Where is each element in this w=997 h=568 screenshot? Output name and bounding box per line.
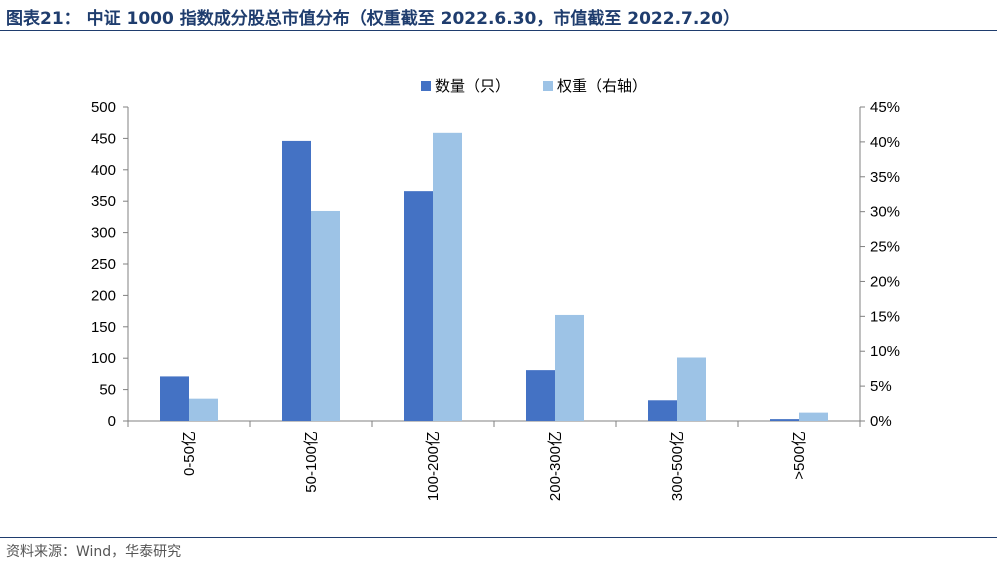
right-tick-label: 20% — [870, 273, 900, 290]
chart-title: 图表21： 中证 1000 指数成分股总市值分布（权重截至 2022.6.30，… — [6, 9, 740, 29]
bar-weight — [433, 132, 462, 421]
footer-divider — [0, 537, 997, 538]
bar-weight — [189, 398, 218, 421]
right-tick-label: 15% — [870, 308, 900, 325]
x-tick-label: 300-500亿 — [669, 431, 686, 501]
left-tick-label: 150 — [91, 319, 116, 336]
bar-weight — [677, 357, 706, 421]
bar-count — [282, 140, 311, 422]
left-tick-label: 250 — [91, 256, 116, 273]
bar-count — [648, 400, 677, 421]
bar-weight — [799, 412, 828, 421]
source-note: 资料来源：Wind，华泰研究 — [6, 544, 182, 560]
bar-count — [160, 376, 189, 421]
x-tick-label: 50-100亿 — [303, 431, 320, 493]
left-tick-label: 350 — [91, 193, 116, 210]
x-tick-label: 200-300亿 — [547, 431, 564, 501]
left-tick-label: 500 — [91, 99, 116, 116]
legend-swatch-weight — [543, 81, 553, 91]
left-tick-label: 400 — [91, 162, 116, 179]
right-tick-label: 0% — [870, 413, 892, 430]
bar-count — [526, 370, 555, 421]
right-tick-label: 45% — [870, 99, 900, 116]
bar-weight — [555, 314, 584, 421]
title-divider — [0, 30, 997, 31]
legend-label-weight: 权重（右轴） — [557, 77, 647, 95]
right-tick-label: 25% — [870, 239, 900, 256]
right-tick-label: 30% — [870, 204, 900, 221]
left-tick-label: 450 — [91, 130, 116, 147]
x-tick-label: >500亿 — [791, 431, 808, 480]
legend-label-count: 数量（只） — [435, 77, 510, 95]
bar-count — [770, 419, 799, 421]
left-tick-label: 100 — [91, 350, 116, 367]
left-tick-label: 50 — [99, 382, 116, 399]
right-tick-label: 35% — [870, 169, 900, 186]
legend-swatch-count — [421, 81, 431, 91]
right-tick-label: 40% — [870, 134, 900, 151]
x-tick-label: 100-200亿 — [425, 431, 442, 501]
right-tick-label: 5% — [870, 378, 892, 395]
bar-count — [404, 191, 433, 421]
left-tick-label: 300 — [91, 225, 116, 242]
left-tick-label: 200 — [91, 287, 116, 304]
right-tick-label: 10% — [870, 343, 900, 360]
bar-weight — [311, 210, 340, 421]
bar-chart: 0 50 100 150 200 250 300 350 400 450 500 0% 5% 10% 15%… — [91, 77, 900, 501]
x-tick-label: 0-50亿 — [181, 431, 198, 476]
left-tick-label: 0 — [108, 413, 116, 430]
